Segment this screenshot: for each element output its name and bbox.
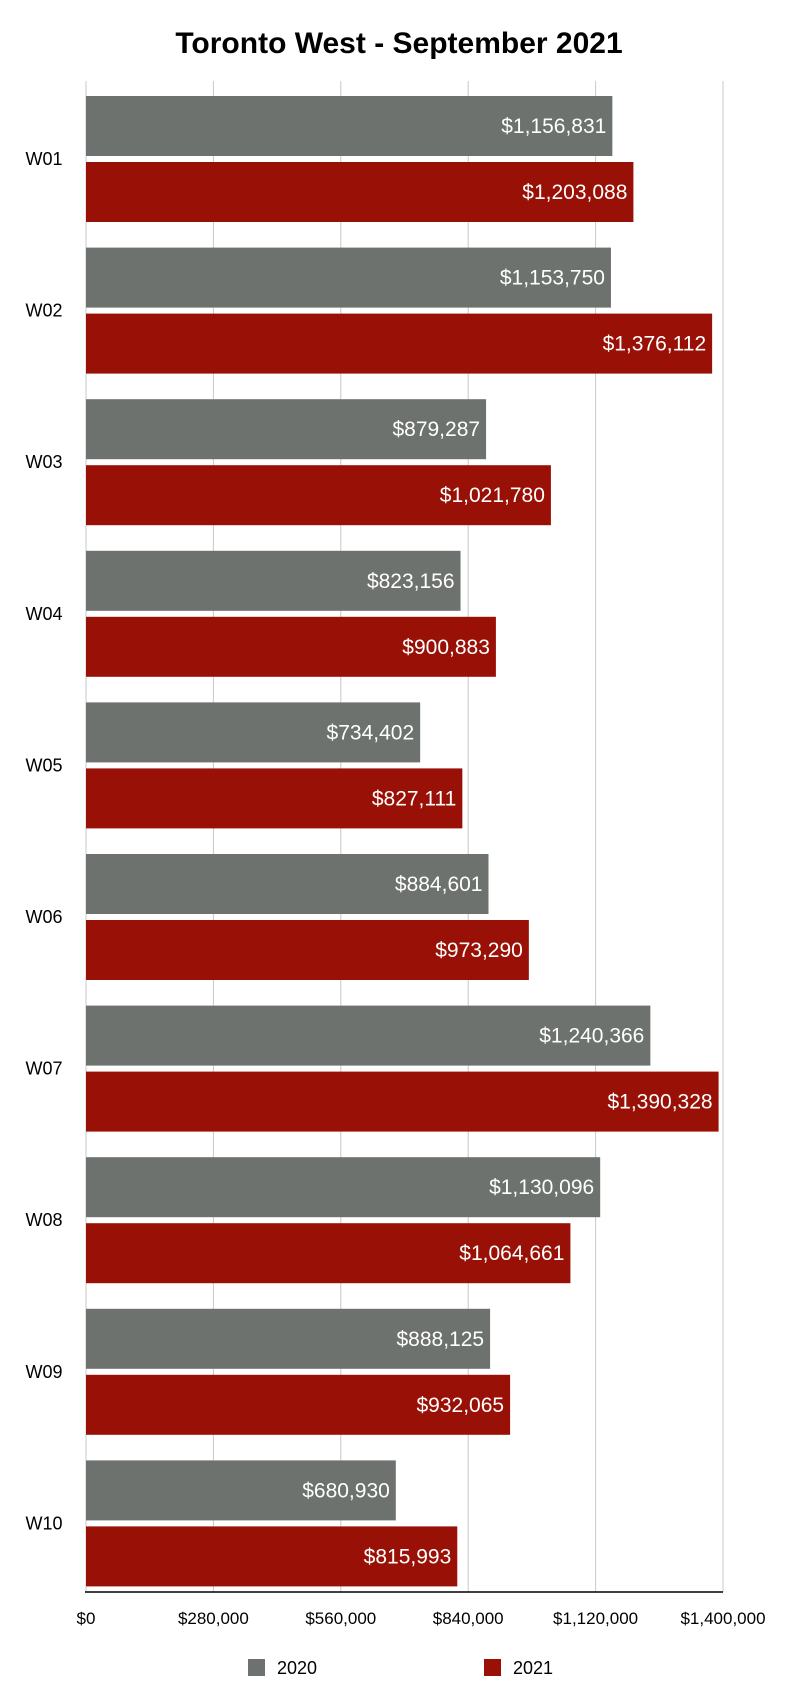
legend: 2020 2021	[248, 1658, 553, 1678]
category-label: W10	[25, 1513, 62, 1533]
bar-value-label: $884,601	[395, 873, 483, 896]
category-label: W01	[25, 149, 62, 169]
bar	[86, 1460, 396, 1521]
bar-value-label: $1,153,750	[500, 267, 605, 290]
bar-value-label: $1,376,112	[603, 333, 707, 356]
x-tick-label: $0	[77, 1609, 96, 1628]
category-label: W03	[25, 452, 62, 472]
category-label: W07	[25, 1059, 62, 1079]
category-label: W02	[25, 301, 62, 321]
legend-label: 2020	[277, 1658, 317, 1678]
bar-value-label: $1,130,096	[489, 1176, 594, 1199]
bar	[86, 96, 613, 156]
bar-value-label: $1,064,661	[459, 1242, 564, 1265]
legend-swatch	[484, 1659, 501, 1676]
bar-value-label: $815,993	[364, 1545, 452, 1568]
chart-title: Toronto West - September 2021	[175, 27, 622, 60]
bar-value-label: $1,156,831	[501, 115, 606, 138]
bars: $1,156,831 $1,203,088 $1,153,750 $1,376,112…	[86, 96, 719, 1587]
bar-value-label: $888,125	[397, 1328, 485, 1351]
bar	[86, 1308, 491, 1369]
category-label: W09	[25, 1362, 62, 1382]
bar	[86, 1223, 571, 1284]
x-tick-label: $1,400,000	[680, 1609, 765, 1628]
bar	[86, 247, 611, 308]
bar-value-label: $823,156	[367, 570, 455, 593]
bar-value-label: $1,390,328	[607, 1091, 712, 1114]
bar-value-label: $1,240,366	[539, 1025, 644, 1048]
bar-value-label: $1,021,780	[440, 484, 545, 507]
bar-value-label: $1,203,088	[522, 181, 627, 204]
bar-value-label: $900,883	[402, 636, 490, 659]
bar	[86, 1374, 511, 1435]
x-tick-label: $840,000	[433, 1609, 504, 1628]
bar	[86, 399, 487, 460]
bar	[86, 162, 634, 222]
bar	[86, 465, 551, 526]
bar-value-label: $932,065	[416, 1394, 504, 1417]
category-label: W06	[25, 907, 62, 927]
bar	[86, 854, 489, 914]
x-tick-label: $1,120,000	[553, 1609, 638, 1628]
bar-value-label: $680,930	[302, 1479, 390, 1502]
bar	[86, 702, 421, 763]
bar	[86, 1071, 719, 1132]
legend-swatch	[248, 1659, 265, 1676]
bar-value-label: $734,402	[327, 721, 415, 744]
bar	[86, 550, 461, 611]
x-tick-label: $280,000	[178, 1609, 249, 1628]
bar-value-label: $827,111	[372, 787, 456, 810]
category-labels: W01 W02 W03 W04 W05 W06 W07 W08 W09 W10	[25, 149, 62, 1533]
bar-value-label: $973,290	[435, 939, 523, 962]
legend-label: 2021	[513, 1658, 553, 1678]
bar	[86, 1157, 601, 1218]
x-tick-label: $560,000	[305, 1609, 376, 1628]
bar	[86, 920, 529, 980]
bar-value-label: $879,287	[392, 418, 480, 441]
bar	[86, 616, 496, 677]
bar	[86, 768, 463, 829]
x-axis-ticks: $0 $280,000 $560,000 $840,000 $1,120,000 $1,4…	[77, 1609, 766, 1628]
category-label: W08	[25, 1210, 62, 1230]
bar	[86, 1526, 458, 1587]
bar	[86, 313, 713, 374]
category-label: W05	[25, 755, 62, 775]
bar	[86, 1005, 651, 1066]
category-label: W04	[25, 604, 62, 624]
